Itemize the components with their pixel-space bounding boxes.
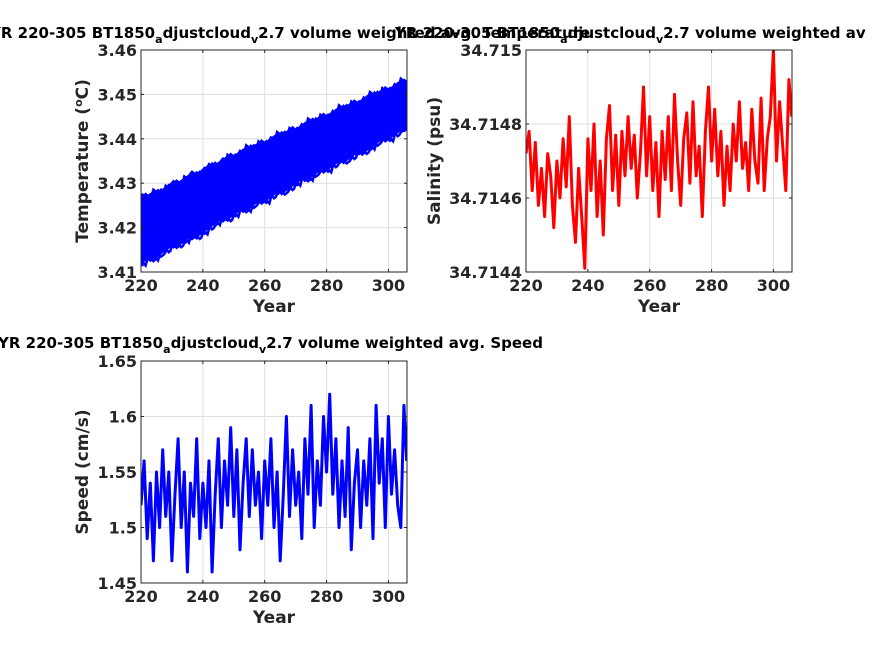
x-tick-label: 260	[248, 587, 281, 606]
y-tick-label: 34.7148	[449, 115, 522, 134]
chart-panel-1: 220 240 260 280 300 3.41 3.42 3.43 3.44 3.45 3.46 Y…	[72, 41, 408, 317]
x-tick-label: 240	[186, 276, 219, 295]
x-tick-label: 280	[695, 276, 728, 295]
chart-title: YR 220-305 BT1850adjustcloudv2.7 volume …	[0, 24, 590, 46]
x-axis-label: Year	[637, 297, 681, 317]
y-tick-label: 3.46	[98, 41, 137, 60]
x-tick-label: 240	[186, 587, 219, 606]
axes-box	[140, 49, 408, 273]
y-tick-label: 3.43	[98, 174, 137, 193]
y-tick-label: 1.55	[98, 463, 137, 482]
y-tick-label: 34.7144	[449, 263, 522, 282]
y-tick-label: 1.5	[109, 519, 137, 538]
series-lower-edge	[141, 128, 407, 269]
y-tick-label: 1.65	[98, 352, 137, 371]
x-axis-label: Year	[252, 608, 296, 628]
y-tick-label: 34.7146	[449, 189, 522, 208]
series-line	[526, 50, 792, 270]
x-tick-label: 280	[310, 276, 343, 295]
y-tick-label: 1.45	[98, 574, 137, 593]
x-tick-label: 240	[571, 276, 604, 295]
y-axis-label: Temperature (oC)	[72, 79, 93, 243]
y-tick-label: 3.42	[98, 219, 137, 238]
x-tick-label: 220	[509, 276, 542, 295]
x-tick-label: 220	[124, 587, 157, 606]
x-tick-label: 300	[757, 276, 790, 295]
chart-panel-2: 220 240 260 280 300 34.7144 34.7146 34.7148 34.7…	[425, 41, 793, 317]
y-tick-label: 3.41	[98, 263, 137, 282]
y-tick-label: 3.44	[98, 130, 137, 149]
series-line	[141, 392, 407, 574]
chart-title: YR 220-305 BT1850adjustcloudv2.7 volume …	[394, 24, 866, 46]
y-tick-label: 34.715	[460, 41, 522, 60]
y-tick-label: 1.6	[109, 408, 137, 427]
y-tick-label: 3.45	[98, 85, 137, 104]
chart-title: YR 220-305 BT1850adjustcloudv2.7 volume …	[0, 334, 543, 356]
chart-panel-3: 220 240 260 280 300 1.45 1.5 1.55 1.6 1.65 Year Spe…	[73, 352, 408, 628]
y-axis-label: Salinity (psu)	[425, 97, 445, 225]
x-axis-label: Year	[252, 297, 296, 317]
x-tick-label: 280	[310, 587, 343, 606]
x-tick-label: 300	[372, 276, 405, 295]
x-tick-label: 300	[372, 587, 405, 606]
series-upper-edge	[141, 76, 407, 199]
x-tick-label: 260	[248, 276, 281, 295]
axes-box	[525, 49, 793, 273]
y-axis-label: Speed (cm/s)	[73, 409, 93, 534]
x-tick-label: 260	[633, 276, 666, 295]
x-tick-label: 220	[124, 276, 157, 295]
